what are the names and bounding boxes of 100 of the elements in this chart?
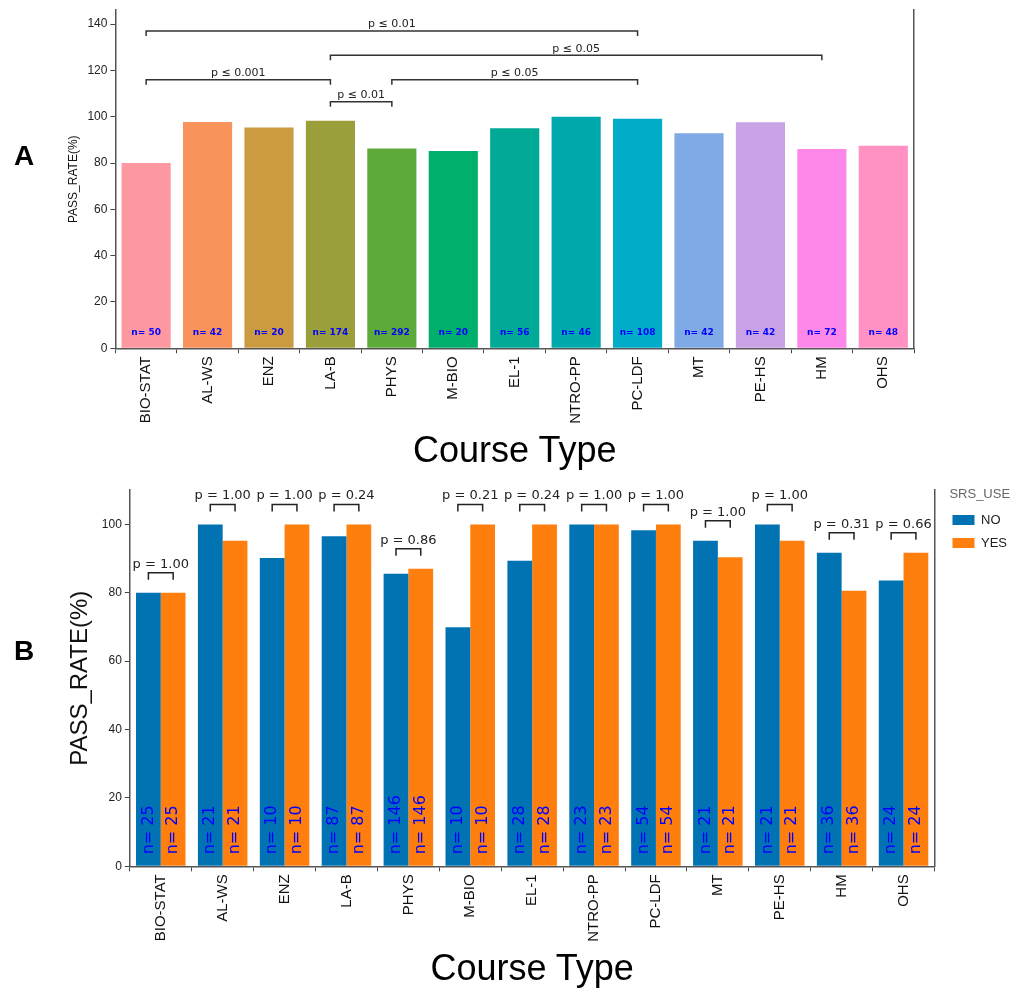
- bar: [631, 530, 656, 866]
- y-axis-title: PASS_RATE(%): [65, 135, 80, 224]
- annotation: n= 24: [880, 805, 900, 855]
- annotation: p = 0.31: [813, 515, 870, 531]
- annotation: p ≤ 0.05: [490, 66, 539, 80]
- bar: [408, 568, 434, 866]
- bar: [490, 128, 540, 348]
- annotation: n= 42: [745, 326, 776, 337]
- bar: [507, 560, 533, 866]
- y-tick-label: 40: [94, 247, 108, 262]
- x-tick-label: PHYS: [381, 356, 399, 398]
- x-tick-label: ENZ: [274, 874, 292, 905]
- bar: [160, 592, 186, 866]
- annotation: n= 21: [756, 805, 776, 855]
- annotation: n= 10: [261, 805, 281, 855]
- annotation: n= 21: [694, 805, 714, 855]
- annotation: p = 0.21: [442, 487, 499, 503]
- bar: [797, 148, 847, 348]
- annotation: n= 10: [447, 805, 467, 855]
- bar: [878, 580, 904, 866]
- bar: [136, 592, 161, 866]
- annotation: n= 36: [843, 805, 863, 855]
- annotation: n= 25: [137, 805, 157, 855]
- bar: [594, 524, 619, 866]
- x-tick-label: ENZ: [259, 356, 277, 387]
- bar: [655, 524, 681, 866]
- y-tick-label: 80: [94, 155, 108, 170]
- x-tick-label: HM: [831, 874, 849, 898]
- annotation: n= 25: [162, 805, 182, 855]
- text: B: [14, 635, 35, 667]
- bar: [197, 524, 223, 866]
- y-tick-label: 60: [94, 201, 108, 216]
- annotation: n= 46: [561, 326, 591, 337]
- x-tick-label: EL-1: [504, 356, 522, 388]
- annotation: n= 48: [868, 326, 899, 337]
- annotation: n= 21: [199, 805, 219, 855]
- bar: [244, 127, 294, 348]
- x-axis-title: Course Type: [412, 429, 617, 471]
- bar: [284, 524, 310, 866]
- x-tick-label: MT: [689, 356, 707, 378]
- x-tick-label: LA-B: [336, 874, 354, 908]
- annotation: n= 10: [471, 805, 491, 855]
- bar: [693, 540, 718, 866]
- y-tick-label: 0: [100, 340, 108, 355]
- bar: [470, 524, 496, 866]
- y-tick-label: 40: [108, 721, 123, 736]
- bar: [321, 536, 347, 866]
- annotation: p = 1.00: [565, 487, 623, 503]
- x-tick-label: M-BIO: [460, 874, 478, 918]
- annotation: n= 36: [818, 805, 838, 855]
- bar: [259, 557, 285, 866]
- bar: [858, 145, 908, 348]
- annotation: n= 54: [657, 805, 677, 855]
- annotation: n= 20: [254, 326, 284, 337]
- annotation: n= 54: [632, 805, 652, 855]
- bar: [754, 524, 780, 866]
- annotation: p = 0.24: [503, 487, 561, 503]
- annotation: p = 1.00: [132, 555, 189, 571]
- annotation: n= 21: [224, 805, 244, 855]
- annotation: p = 0.24: [318, 487, 375, 503]
- annotation: n= 24: [905, 805, 925, 855]
- annotation: n= 146: [409, 795, 429, 855]
- annotation: p ≤ 0.05: [552, 41, 600, 55]
- y-tick-label: 120: [87, 62, 108, 77]
- bar: [532, 524, 557, 866]
- bar: [305, 120, 355, 348]
- bar: [222, 540, 248, 866]
- x-tick-label: PE-HS: [769, 874, 787, 921]
- annotation: p = 1.00: [689, 503, 747, 519]
- annotation: n= 87: [348, 805, 367, 855]
- y-tick-label: 100: [87, 109, 108, 124]
- bar: [428, 151, 478, 348]
- y-tick-label: 20: [108, 790, 123, 805]
- x-tick-label: AL-WS: [212, 874, 230, 922]
- x-tick-label: PHYS: [398, 874, 416, 916]
- annotation: n= 23: [595, 805, 615, 855]
- annotation: n= 42: [684, 326, 714, 337]
- annotation: n= 174: [312, 326, 349, 337]
- bar: [674, 133, 724, 348]
- y-tick-label: 100: [101, 516, 123, 531]
- text: A: [14, 140, 35, 172]
- annotation: n= 56: [499, 326, 530, 337]
- annotation: n= 87: [323, 805, 343, 855]
- bar: [445, 627, 471, 866]
- x-tick-label: NTRO-PP: [584, 874, 602, 942]
- x-tick-label: LA-B: [320, 356, 338, 390]
- annotation: n= 146: [385, 795, 405, 855]
- annotation: n= 21: [781, 805, 801, 855]
- x-tick-label: MT: [707, 874, 725, 896]
- y-tick-label: 0: [115, 858, 123, 873]
- bar: [346, 524, 372, 866]
- legend-label: NO: [980, 511, 1001, 527]
- annotation: p ≤ 0.01: [368, 17, 416, 31]
- x-tick-label: BIO-STAT: [136, 356, 154, 424]
- x-tick-label: HM: [812, 356, 829, 380]
- x-tick-label: BIO-STAT: [150, 874, 168, 942]
- bar: [569, 524, 595, 866]
- x-tick-label: OHS: [873, 356, 891, 389]
- y-tick-label: 140: [87, 16, 108, 31]
- annotation: n= 42: [192, 326, 223, 337]
